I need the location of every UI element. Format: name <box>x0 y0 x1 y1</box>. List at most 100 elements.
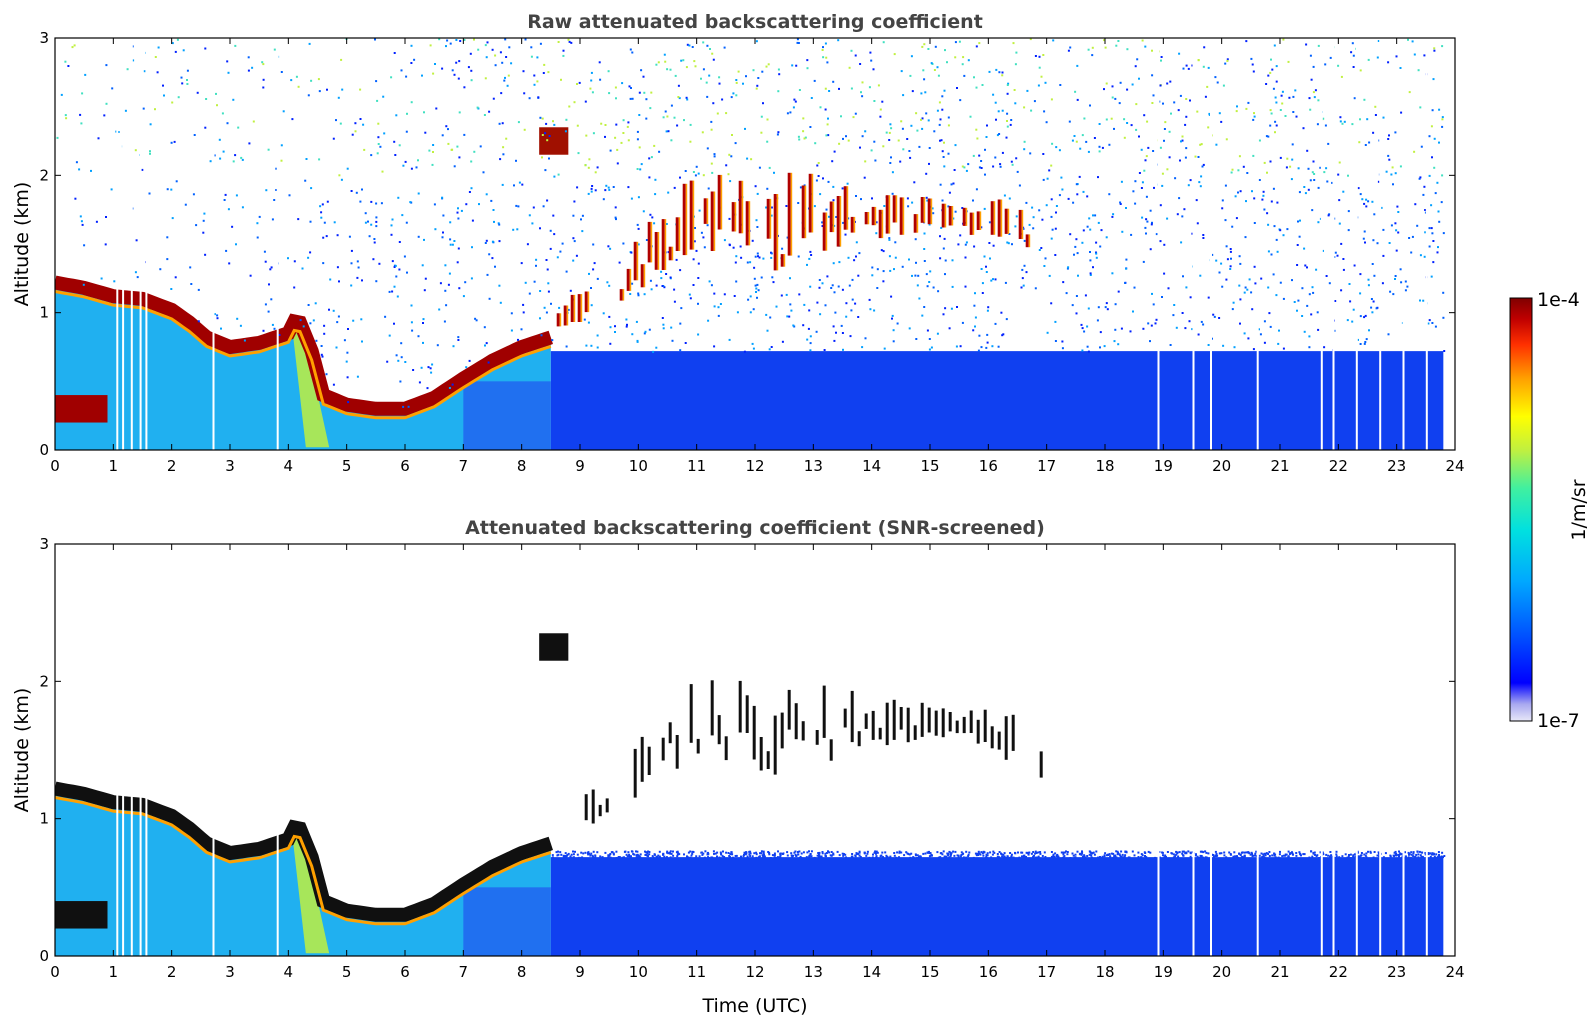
layer-edge-pixel <box>716 851 719 854</box>
noise-pixel <box>332 137 335 140</box>
noise-pixel <box>649 107 652 110</box>
noise-pixel <box>692 171 695 173</box>
noise-pixel <box>453 165 456 168</box>
noise-pixel <box>575 254 578 257</box>
noise-pixel <box>648 176 651 179</box>
noise-pixel <box>1365 205 1368 208</box>
noise-pixel <box>871 266 874 269</box>
noise-pixel <box>602 198 605 201</box>
noise-pixel <box>379 145 382 148</box>
noise-pixel <box>608 315 611 318</box>
noise-pixel <box>944 259 947 262</box>
noise-pixel <box>794 100 797 103</box>
noise-pixel <box>1359 315 1362 318</box>
noise-pixel <box>1230 257 1232 260</box>
x-tick-label: 9 <box>575 963 585 981</box>
noise-pixel <box>451 383 454 386</box>
noise-pixel <box>1075 312 1078 315</box>
noise-pixel <box>1441 45 1444 48</box>
noise-pixel <box>336 234 339 237</box>
layer-edge-pixel <box>907 853 910 855</box>
noise-pixel <box>404 160 407 163</box>
noise-pixel <box>648 157 651 160</box>
layer-edge-pixel <box>599 855 602 858</box>
noise-pixel <box>947 124 950 127</box>
noise-pixel <box>583 318 586 321</box>
layer-edge-pixel <box>644 850 646 853</box>
noise-pixel <box>468 359 471 362</box>
layer-edge-pixel <box>982 854 985 857</box>
noise-pixel <box>615 97 617 100</box>
noise-pixel <box>1015 157 1018 160</box>
noise-pixel <box>1218 317 1221 319</box>
noise-pixel <box>925 172 928 175</box>
noise-pixel <box>1340 242 1343 245</box>
noise-pixel <box>1159 146 1162 149</box>
noise-pixel <box>1275 294 1278 297</box>
x-tick-label: 0 <box>50 963 60 981</box>
noise-pixel <box>573 101 576 104</box>
noise-pixel <box>234 154 237 157</box>
layer-edge-pixel <box>1421 855 1424 858</box>
x-tick-label: 8 <box>517 457 527 475</box>
noise-pixel <box>403 255 406 258</box>
noise-pixel <box>1181 135 1184 138</box>
cloud-streak-edge <box>636 241 639 281</box>
noise-pixel <box>434 228 437 231</box>
noise-pixel <box>940 226 943 229</box>
noise-pixel <box>1296 264 1299 266</box>
cloud-streak-edge <box>748 201 751 246</box>
noise-pixel <box>1424 209 1427 211</box>
noise-pixel <box>558 306 561 309</box>
layer-edge-pixel <box>1204 856 1207 859</box>
noise-pixel <box>552 120 554 123</box>
noise-pixel <box>1239 322 1241 325</box>
noise-pixel <box>1277 342 1280 345</box>
noise-pixel <box>396 295 399 298</box>
noise-pixel <box>954 210 957 213</box>
noise-pixel <box>393 266 396 268</box>
noise-pixel <box>1295 115 1298 118</box>
noise-pixel <box>1089 251 1091 253</box>
noise-pixel <box>766 140 769 143</box>
noise-pixel <box>1267 223 1270 226</box>
layer-edge-pixel <box>927 851 930 854</box>
noise-pixel <box>1050 302 1053 305</box>
noise-pixel <box>180 76 183 79</box>
noise-pixel <box>1431 156 1433 159</box>
layer-edge-pixel <box>607 856 610 859</box>
layer-edge-pixel <box>759 852 761 855</box>
noise-pixel <box>964 243 967 246</box>
layer-edge-pixel <box>628 855 631 858</box>
layer-edge-pixel <box>1437 855 1440 858</box>
noise-pixel <box>1250 291 1253 294</box>
layer-edge-pixel <box>1071 852 1074 855</box>
noise-pixel <box>1000 311 1003 314</box>
noise-pixel <box>673 288 676 291</box>
noise-pixel <box>1125 207 1127 209</box>
noise-pixel <box>695 165 698 168</box>
noise-pixel <box>821 221 824 224</box>
layer-edge-pixel <box>657 854 660 857</box>
noise-pixel <box>923 260 926 262</box>
noise-pixel <box>808 257 811 260</box>
noise-pixel <box>1173 101 1176 104</box>
x-axis-label: Time (UTC) <box>701 995 807 1017</box>
layer-edge-pixel <box>773 854 776 857</box>
missing-profile <box>1379 777 1382 956</box>
layer-edge-pixel <box>844 853 847 856</box>
noise-pixel <box>816 301 819 304</box>
layer-edge-pixel <box>817 853 820 856</box>
noise-pixel <box>1200 143 1203 146</box>
noise-pixel <box>225 249 228 252</box>
layer-edge-pixel <box>1329 855 1332 858</box>
noise-pixel <box>757 255 759 258</box>
noise-pixel <box>780 294 783 297</box>
noise-pixel <box>1376 242 1379 245</box>
layer-edge-pixel <box>1233 851 1236 854</box>
layer-edge-pixel <box>658 850 661 853</box>
layer-edge-pixel <box>713 852 715 855</box>
noise-pixel <box>607 70 610 73</box>
noise-pixel <box>837 285 840 288</box>
noise-pixel <box>749 261 752 264</box>
